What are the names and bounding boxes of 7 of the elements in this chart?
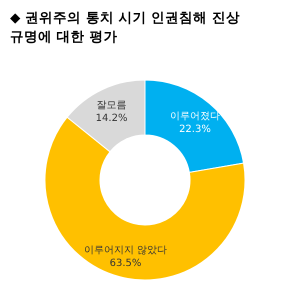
slice-label: 이루어졌다	[170, 110, 220, 122]
data-label: 63.5%	[110, 258, 142, 270]
chart-title: ◆ 권위주의 통치 시기 인권침해 진상 규명에 대한 평가	[10, 10, 240, 45]
slice-label: 잘모름	[96, 100, 127, 112]
data-label: 22.3%	[179, 124, 211, 135]
data-label: 14.2%	[96, 113, 128, 124]
slice-label: 이루어지지 않았다	[84, 245, 168, 256]
